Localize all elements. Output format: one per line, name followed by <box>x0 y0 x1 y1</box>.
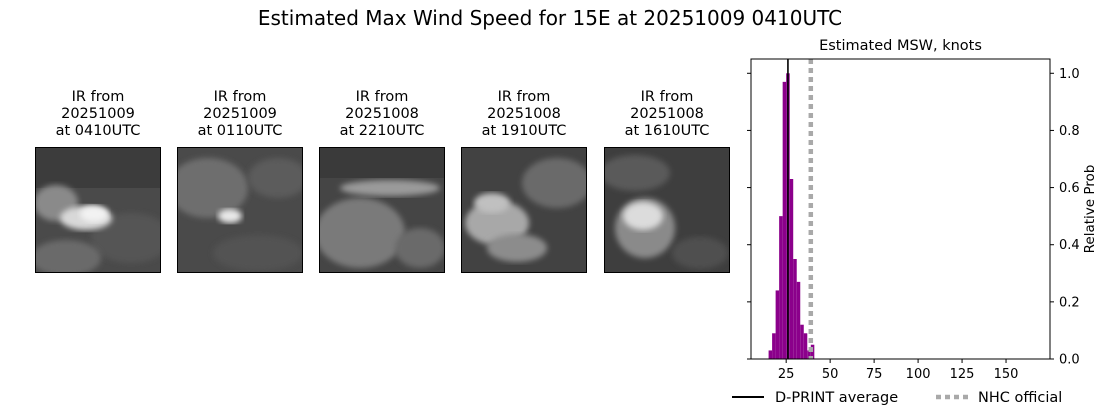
ir-panel-3-line2: 20251008 <box>345 106 419 122</box>
ir-panel-3-line1: IR from <box>355 89 409 105</box>
ir-panel-4-line1: IR from <box>497 89 551 105</box>
histogram-bar <box>789 179 794 359</box>
ir-panel-5-line2: 20251008 <box>630 106 704 122</box>
x-tick-label: 25 <box>778 367 795 382</box>
ir-panel-3-line3: at 2210UTC <box>339 123 425 139</box>
y-tick-label: 1.0 <box>1059 67 1080 82</box>
y-tick-label: 0.8 <box>1059 124 1080 139</box>
ir-panel-1-line3: at 0410UTC <box>55 123 141 139</box>
histogram-bar <box>775 290 780 359</box>
ir-panel-4-line2: 20251008 <box>487 106 561 122</box>
figure-title: Estimated Max Wind Speed for 15E at 2025… <box>257 6 843 30</box>
y-axis-ticks: 0.0 0.2 0.4 0.6 0.8 1.0 <box>747 67 1080 368</box>
histogram-bar <box>807 350 811 359</box>
histogram-bar <box>803 333 808 359</box>
chart-legend: D-PRINT average NHC official <box>732 390 1062 406</box>
legend-nhc-label: NHC official <box>978 390 1062 406</box>
y-tick-label: 0.6 <box>1059 181 1080 196</box>
histogram-bar <box>793 259 797 359</box>
ir-panel-2-line3: at 0110UTC <box>197 123 283 139</box>
x-axis-ticks: 25 50 75 100 125 150 <box>778 359 1019 382</box>
histogram-bar <box>772 333 776 359</box>
histogram-bar <box>768 350 773 359</box>
x-tick-label: 125 <box>950 367 975 382</box>
histogram-bar <box>800 324 804 359</box>
chart-title: Estimated MSW, knots <box>819 38 982 54</box>
ir-image-2 <box>177 147 303 273</box>
ir-panel-1-line1: IR from <box>71 89 125 105</box>
ir-panel-2: IR from 20251009 at 0110UTC <box>177 89 303 273</box>
x-tick-label: 75 <box>866 367 883 382</box>
histogram-bar <box>779 216 783 359</box>
y-tick-label: 0.0 <box>1059 353 1080 368</box>
ir-panel-5-line3: at 1610UTC <box>624 123 710 139</box>
legend-dprint-label: D-PRINT average <box>775 390 898 406</box>
histogram-bar <box>796 281 801 359</box>
reference-lines <box>787 59 814 359</box>
y-axis-label: Relative Prob <box>1082 165 1098 254</box>
x-tick-label: 100 <box>906 367 931 382</box>
ir-panel-4-line3: at 1910UTC <box>481 123 567 139</box>
ir-image-5 <box>604 147 730 273</box>
ir-panel-2-line2: 20251009 <box>203 106 277 122</box>
y-tick-label: 0.2 <box>1059 295 1080 310</box>
ir-panel-2-line1: IR from <box>213 89 267 105</box>
ir-panel-1: IR from 20251009 at 0410UTC <box>35 89 161 273</box>
x-tick-label: 50 <box>822 367 839 382</box>
ir-panel-3: IR from 20251008 at 2210UTC <box>319 89 445 273</box>
ir-panel-1-line2: 20251009 <box>61 106 135 122</box>
ir-image-1 <box>35 147 161 273</box>
histogram-bars <box>768 73 815 360</box>
plot-frame <box>750 58 1051 360</box>
histogram-bar <box>782 81 787 359</box>
ir-image-4 <box>461 147 587 273</box>
ir-panel-5-line1: IR from <box>640 89 694 105</box>
ir-panel-4: IR from 20251008 at 1910UTC <box>461 89 587 273</box>
y-tick-label: 0.4 <box>1059 238 1080 253</box>
ir-panel-5: IR from 20251008 at 1610UTC <box>604 89 730 273</box>
ir-image-3 <box>319 147 445 273</box>
x-tick-label: 150 <box>994 367 1019 382</box>
